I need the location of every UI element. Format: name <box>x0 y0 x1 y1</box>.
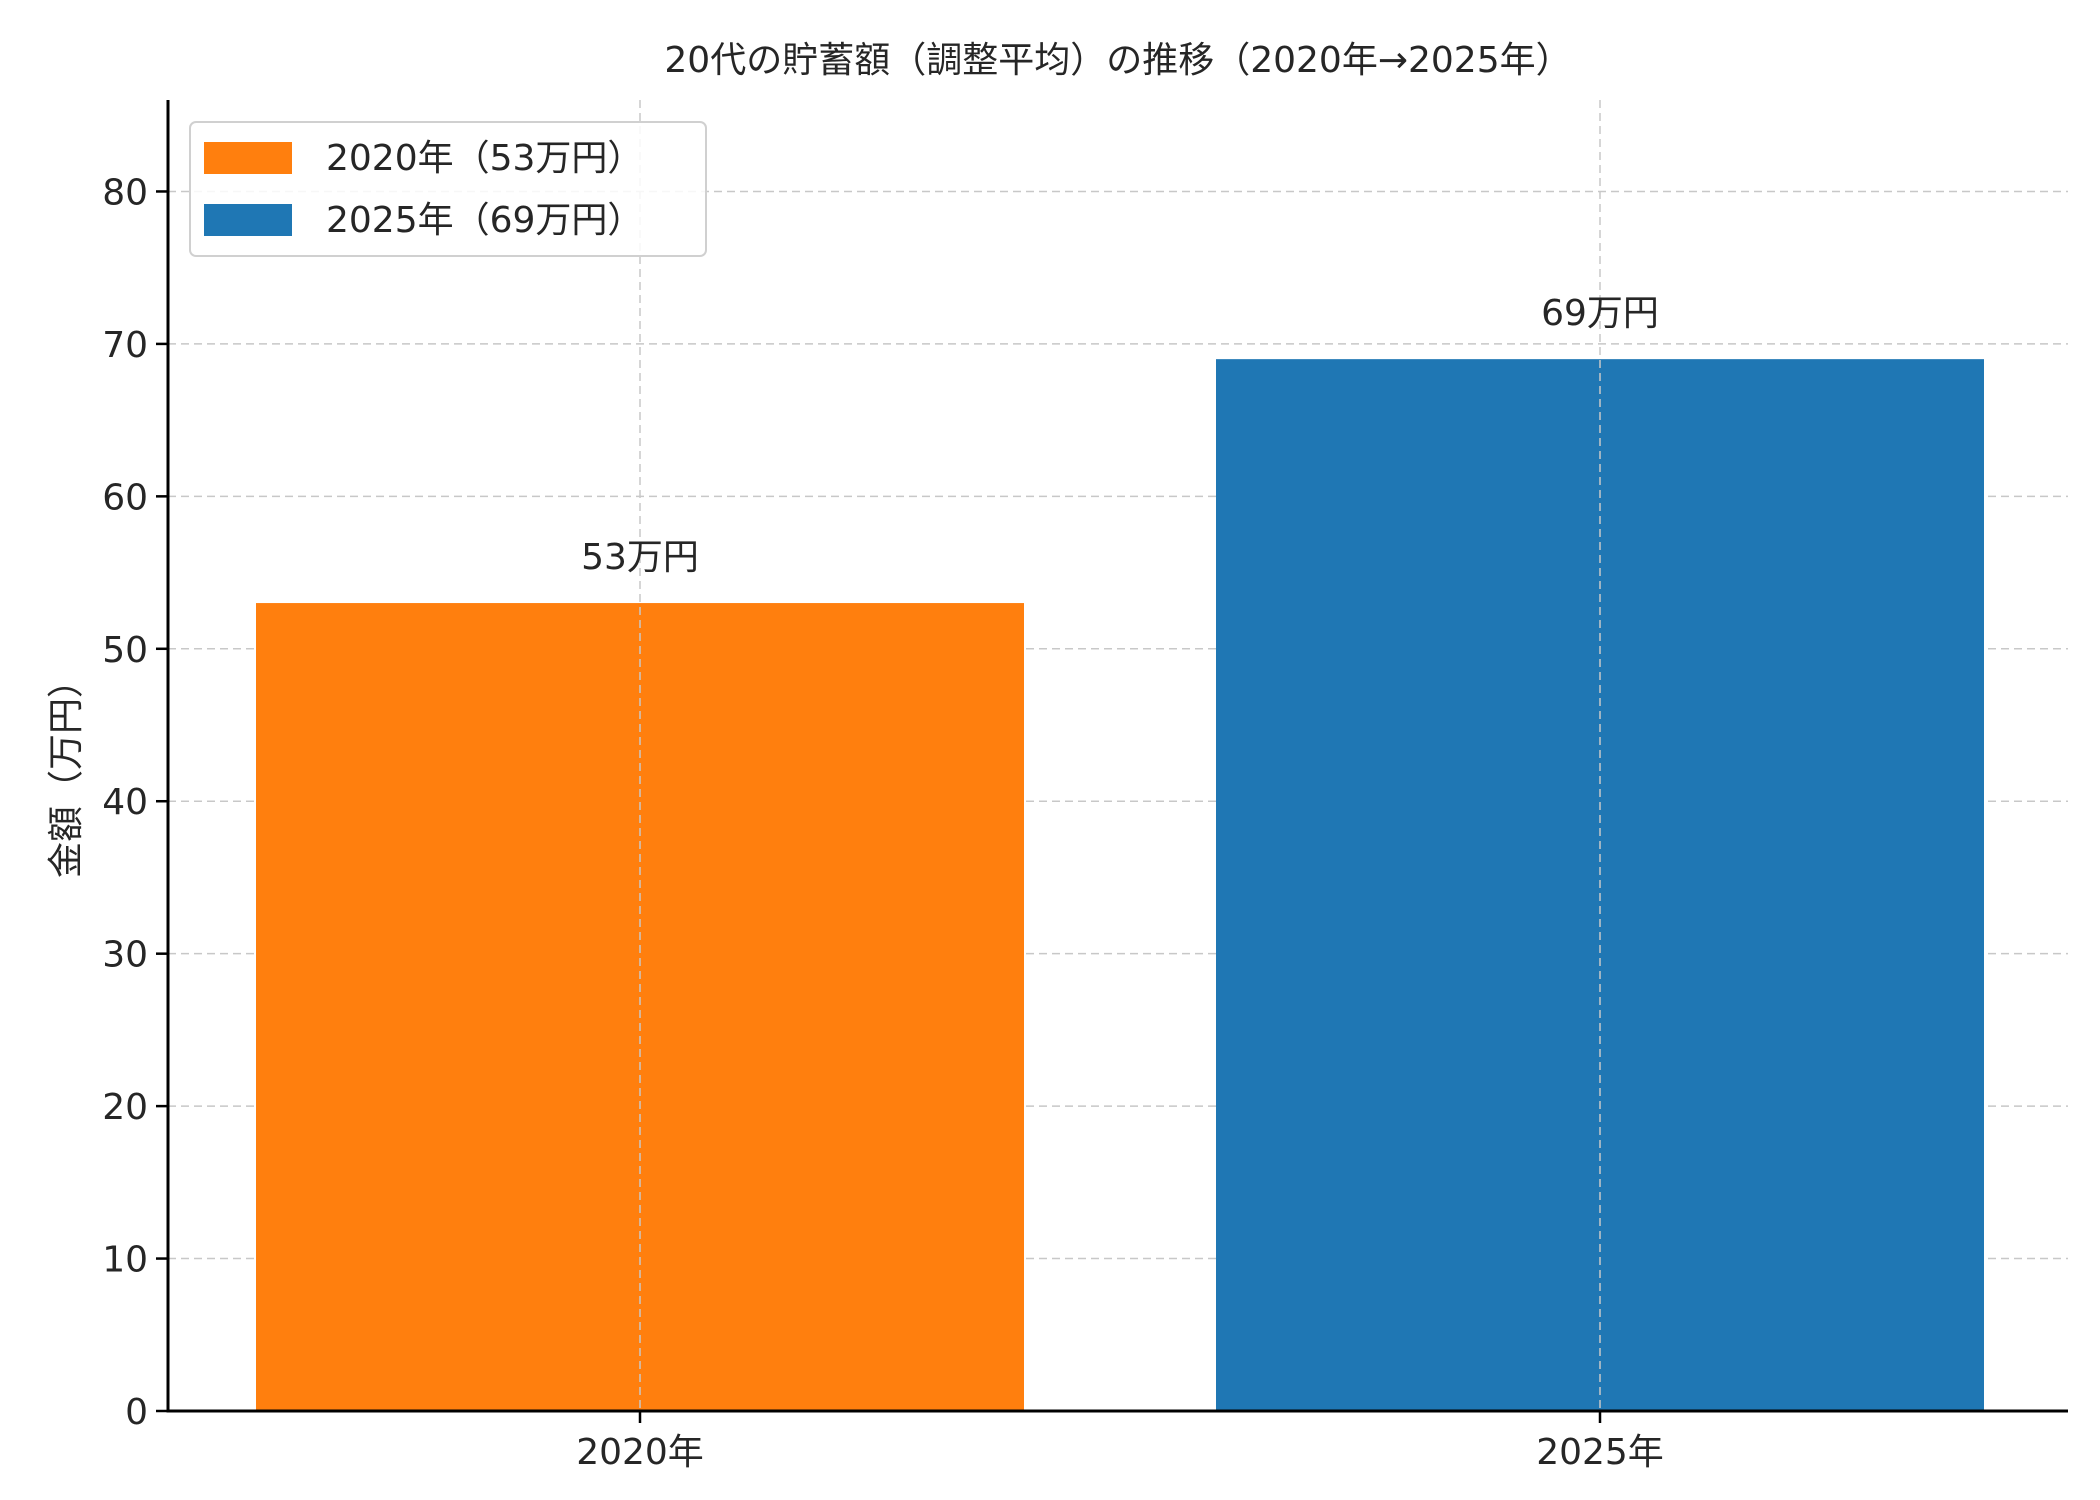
y-tick-label-80: 80 <box>102 172 148 213</box>
data-labels: 53万円 69万円 <box>581 293 1659 578</box>
legend-entry-2025: 2025年（69万円） <box>326 200 643 241</box>
data-label-2025年: 69万円 <box>1541 293 1659 334</box>
y-tick-label-50: 50 <box>102 630 148 671</box>
y-tick-label-0: 0 <box>125 1392 148 1433</box>
y-tick-label-20: 20 <box>102 1087 148 1128</box>
chart-title: 20代の貯蓄額（調整平均）の推移（2020年→2025年） <box>664 40 1571 81</box>
y-tick-label-70: 70 <box>102 325 148 366</box>
y-tick-label-40: 40 <box>102 782 148 823</box>
y-tick-label-60: 60 <box>102 477 148 518</box>
legend: 2020年（53万円） 2025年（69万円） <box>189 121 707 257</box>
legend-swatch-2025 <box>204 204 292 236</box>
x-tick-label-2020年: 2020年 <box>576 1432 704 1473</box>
axes: 0 10 20 30 40 50 60 70 80 2020年 2025年 <box>102 100 2068 1473</box>
legend-frame <box>189 121 707 257</box>
bars <box>256 100 1984 1412</box>
y-axis-label: 金額（万円） <box>46 662 87 878</box>
legend-swatch-2020 <box>204 142 292 174</box>
data-label-2020年: 53万円 <box>581 537 699 578</box>
y-tick-label-10: 10 <box>102 1240 148 1281</box>
x-tick-label-2025年: 2025年 <box>1536 1432 1664 1473</box>
y-tick-label-30: 30 <box>102 935 148 976</box>
legend-entry-2020: 2020年（53万円） <box>326 138 643 179</box>
